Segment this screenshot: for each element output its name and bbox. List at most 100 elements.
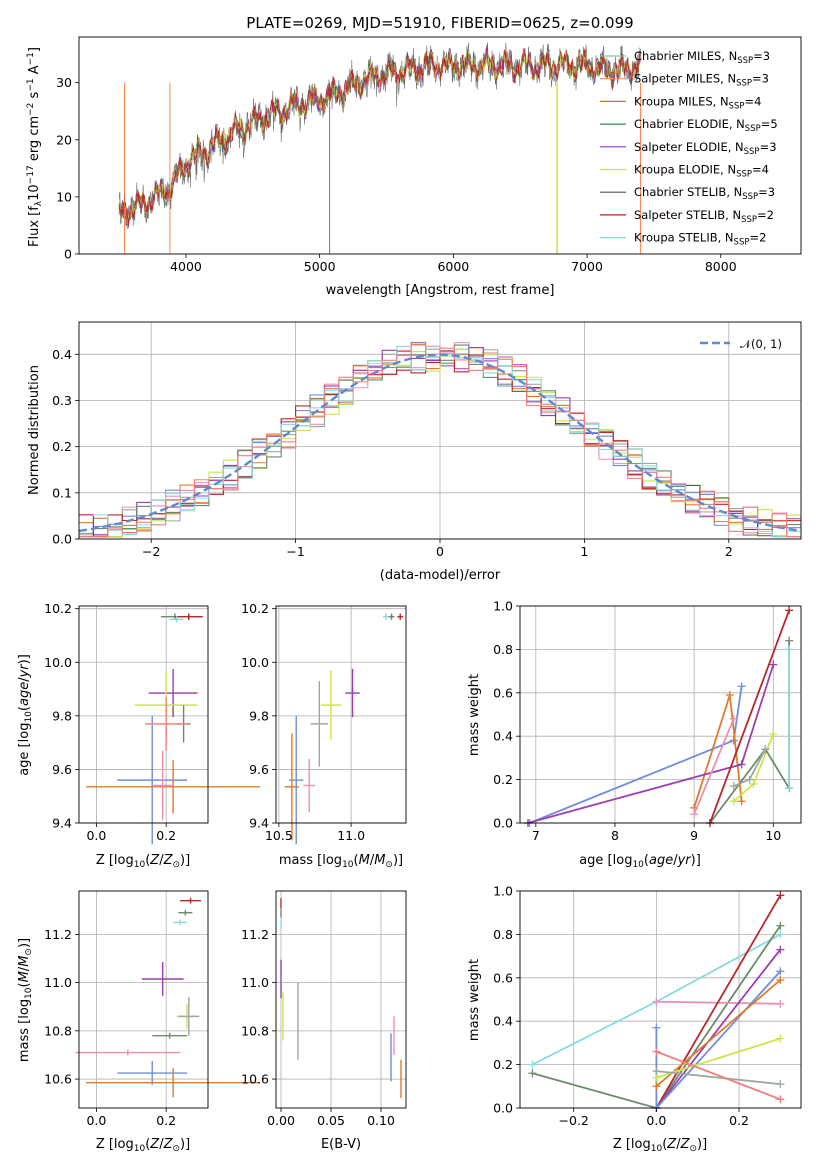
normal-curve: [78, 353, 802, 533]
axes-frame: [275, 890, 407, 1109]
x-tick-label: 5000: [304, 259, 336, 274]
mass-ebv-xlabel: E(B-V): [321, 1137, 361, 1152]
x-tick-label: −1: [286, 544, 304, 559]
y-tick-label: 11.2: [241, 927, 269, 942]
age-vs-mass-panel: 10.5 11.0 9.4 9.6 9.8 10.0 10.2: [241, 601, 407, 845]
y-tick-label: 10.0: [241, 655, 269, 670]
legend-val: =3: [753, 49, 770, 63]
legend-val: =3: [758, 185, 775, 199]
y-tick-label: 10.8: [44, 1023, 72, 1038]
y-tick-label: 0.4: [493, 1014, 513, 1029]
y-tick-label: 11.0: [44, 975, 72, 990]
residual-legend: 𝒩(0, 1): [700, 337, 782, 351]
weight-line: [709, 609, 790, 824]
y-tick-label: 10.6: [44, 1072, 72, 1087]
mass-vs-metallicity-panel: 0.0 0.2 10.6 10.8 11.0 11.2: [44, 890, 261, 1128]
weight-line: [529, 686, 743, 824]
y-tick-label: 0.6: [493, 685, 513, 700]
weight-line: [656, 1050, 781, 1101]
legend-sub: SSP: [729, 101, 745, 111]
legend-label: 𝒩(0, 1): [740, 337, 782, 351]
y-tick-label: 10.8: [241, 1023, 269, 1038]
x-tick-label: 8000: [705, 259, 737, 274]
weight-vs-age-panel: 7 8 9 10 0.0 0.2 0.4 0.6 0.8 1.0: [493, 599, 802, 843]
y-tick-label: 0.0: [493, 816, 513, 831]
legend-label: Kroupa STELIB, NSSP=2: [634, 231, 766, 248]
x-tick-label: 2: [725, 544, 733, 559]
x-tick-label: 0.10: [367, 1113, 395, 1128]
axes-frame: [275, 605, 407, 824]
y-tick-label: 10.2: [44, 601, 72, 616]
y-tick-label: 0.8: [493, 642, 513, 657]
x-tick-label: 7000: [571, 259, 603, 274]
residuals-xlabel: (data-model)/error: [380, 568, 501, 583]
x-tick-label: 0.0: [646, 1113, 666, 1128]
spectrum-line: [118, 42, 641, 229]
x-tick-label: 4000: [170, 259, 202, 274]
y-tick-label: 0.2: [493, 772, 513, 787]
y-tick-label: 10.2: [241, 601, 269, 616]
legend-label: Salpeter ELODIE, NSSP=3: [634, 140, 777, 157]
weight-line: [656, 1070, 781, 1085]
spectrum-ylabel: Flux [fλ10−17 erg cm−2 s−1 A−1]: [26, 47, 44, 247]
weight-z-xlabel: Z [log10(Z/Z⊙)]: [613, 1137, 707, 1154]
x-tick-label: 9: [690, 828, 698, 843]
y-tick-label: 1.0: [493, 884, 513, 899]
legend-sub: SSP: [741, 215, 757, 225]
legend-val: =2: [757, 208, 774, 222]
y-tick-label: 0.4: [493, 729, 513, 744]
x-tick-label: 0.2: [729, 1113, 749, 1128]
legend-sub: SSP: [742, 192, 758, 202]
legend-label: Chabrier ELODIE, NSSP=5: [634, 117, 778, 134]
axes-frame: [78, 605, 209, 824]
y-tick-label: 9.4: [249, 816, 269, 831]
mass-z-ylabel: mass [log10(M/M⊙)]: [17, 938, 34, 1062]
y-tick-label: 10.6: [241, 1072, 269, 1087]
legend-val: =4: [752, 163, 769, 177]
x-tick-label: −0.2: [559, 1113, 589, 1128]
axes-frame: [78, 36, 802, 255]
y-tick-label: 10.0: [44, 655, 72, 670]
x-tick-label: 10.5: [265, 828, 293, 843]
age-vs-metallicity-panel: 0.0 0.2 9.4 9.6 9.8 10.0 10.2: [44, 601, 261, 845]
legend-label: Kroupa ELODIE, NSSP=4: [634, 163, 769, 180]
spectrum-legend: Chabrier MILES, NSSP=3 Salpeter MILES, NS…: [600, 49, 778, 248]
weight-vs-metallicity-panel: −0.2 0.0 0.2 0.0 0.2 0.4 0.6 0.8 1.0: [493, 884, 802, 1128]
y-tick-label: 30: [56, 75, 72, 90]
weight-line: [709, 640, 790, 824]
y-tick-label: 0.2: [493, 1057, 513, 1072]
spectrum-panel: 4000 5000 6000 7000 8000 0 10 20 30 Chabrier MILE…: [56, 36, 802, 274]
y-tick-label: 0.6: [493, 970, 513, 985]
legend-label: Salpeter MILES, NSSP=3: [634, 72, 769, 89]
weight-line: [693, 718, 735, 815]
weight-z-ylabel: mass weight: [467, 959, 482, 1041]
y-tick-label: 0.0: [493, 1101, 513, 1116]
x-tick-label: 1: [580, 544, 588, 559]
age-z-xlabel: Z [log10(Z/Z⊙)]: [96, 853, 190, 870]
x-tick-label: 11.0: [337, 828, 365, 843]
residuals-ylabel: Normed distribution: [27, 365, 42, 495]
y-tick-label: 0.3: [52, 393, 72, 408]
y-tick-label: 9.8: [249, 708, 269, 723]
age-mass-xlabel: mass [log10(M/M⊙)]: [279, 853, 403, 870]
y-tick-label: 0.2: [52, 439, 72, 454]
legend-sub: SSP: [744, 147, 760, 157]
y-tick-label: 11.0: [241, 975, 269, 990]
legend-val: =3: [752, 72, 769, 86]
axes-frame: [519, 890, 802, 1109]
x-tick-label: 0.0: [86, 1113, 106, 1128]
legend-label: Kroupa MILES, NSSP=4: [634, 94, 761, 111]
axes-frame: [78, 890, 209, 1109]
x-tick-label: 0.2: [156, 1113, 176, 1128]
legend-sub: SSP: [736, 79, 752, 89]
y-tick-label: 0: [64, 247, 72, 262]
x-tick-label: 7: [532, 828, 540, 843]
y-tick-label: 0.1: [52, 485, 72, 500]
x-tick-label: 10: [765, 828, 781, 843]
y-tick-label: 9.4: [52, 816, 72, 831]
y-tick-label: 9.6: [249, 762, 269, 777]
y-tick-label: 9.6: [52, 762, 72, 777]
weight-age-ylabel: mass weight: [467, 674, 482, 756]
legend-sub: SSP: [745, 124, 761, 134]
